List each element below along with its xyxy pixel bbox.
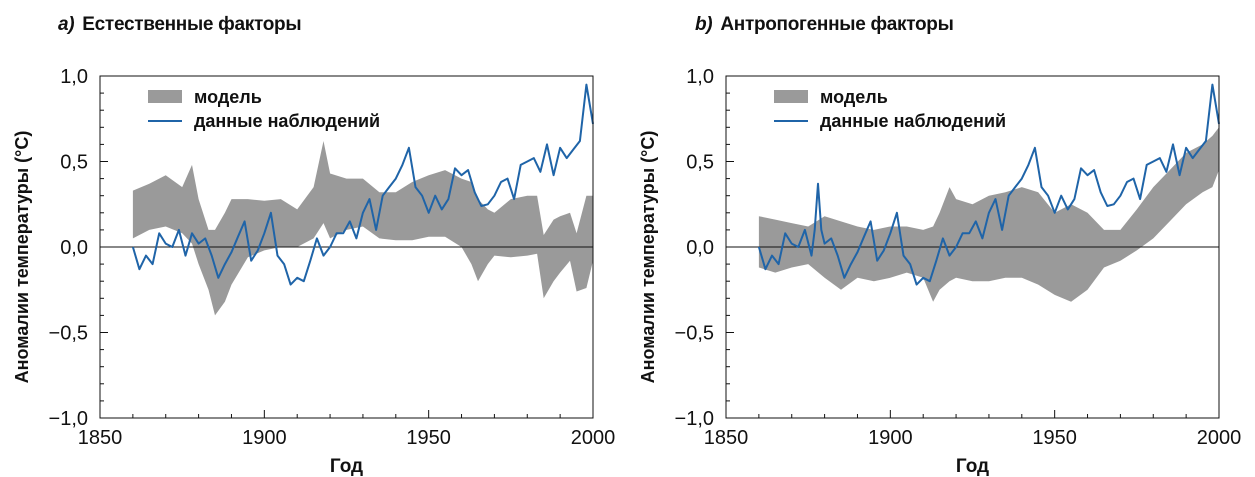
chart-title-text: Естественные факторы xyxy=(82,14,302,35)
observations-line xyxy=(757,83,1220,286)
y-tick-label: −0,5 xyxy=(675,323,714,345)
y-tick-label: −1,0 xyxy=(49,408,88,430)
x-tick-label: 2000 xyxy=(571,427,616,449)
legend-label-observations: данные наблюдений xyxy=(820,111,1006,131)
panel-letter: a) xyxy=(58,14,75,35)
y-tick-label: 0,0 xyxy=(60,237,88,259)
x-tick-label: 1900 xyxy=(242,427,287,449)
x-tick-label: 2000 xyxy=(1197,427,1242,449)
model-band xyxy=(132,141,593,316)
y-tick-label: 1,0 xyxy=(60,66,88,88)
chart-title: b) Антропогенные факторы xyxy=(695,14,954,36)
legend-swatch-model xyxy=(148,90,182,103)
y-axis-label: Аномалии температуры (°C) xyxy=(638,131,658,384)
chart-title-text: Антропогенные факторы xyxy=(720,14,954,35)
legend-label-model: модель xyxy=(194,87,262,107)
x-axis-label: Год xyxy=(330,456,363,477)
legend-label-model: модель xyxy=(820,87,888,107)
y-tick-label: −1,0 xyxy=(675,408,714,430)
x-axis-label: Год xyxy=(956,456,989,477)
y-axis-label: Аномалии температуры (°C) xyxy=(12,131,32,384)
panel-letter: b) xyxy=(695,14,713,35)
y-tick-label: −0,5 xyxy=(49,323,88,345)
x-tick-label: 1950 xyxy=(1032,427,1077,449)
x-tick-label: 1850 xyxy=(704,427,749,449)
y-tick-label: 0,5 xyxy=(60,152,88,174)
chart-title: a) Естественные факторы xyxy=(58,14,302,36)
observations-line xyxy=(131,83,594,286)
legend-label-observations: данные наблюдений xyxy=(194,111,380,131)
y-tick-label: 0,0 xyxy=(686,237,714,259)
x-tick-label: 1900 xyxy=(868,427,913,449)
x-tick-label: 1950 xyxy=(406,427,451,449)
legend-swatch-model xyxy=(774,90,808,103)
y-tick-label: 1,0 xyxy=(686,66,714,88)
x-tick-label: 1850 xyxy=(78,427,123,449)
y-tick-label: 0,5 xyxy=(686,152,714,174)
